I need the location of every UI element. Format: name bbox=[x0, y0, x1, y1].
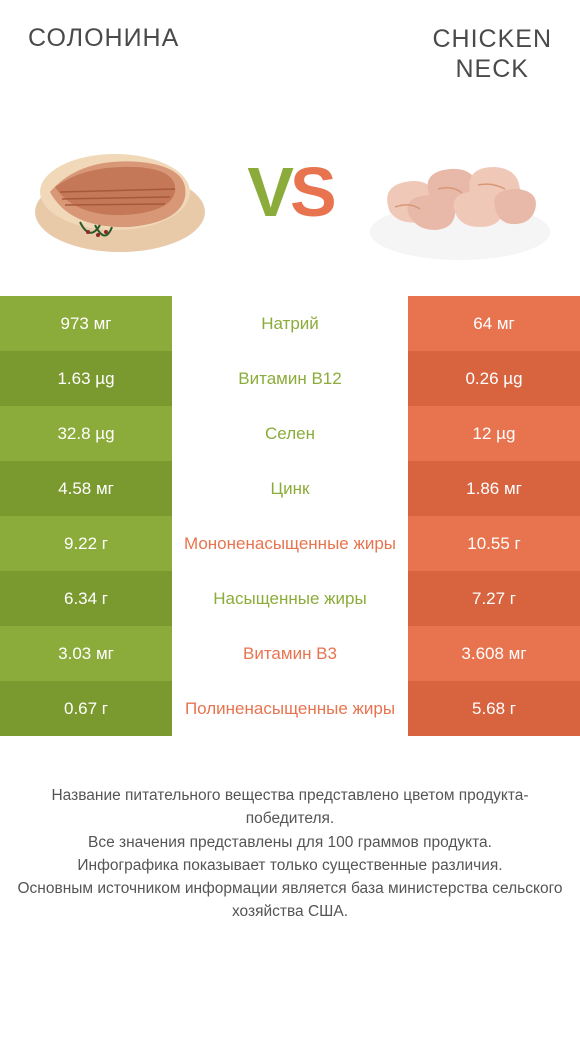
nutrient-label: Полиненасыщенные жиры bbox=[172, 681, 408, 736]
table-row: 973 мгНатрий64 мг bbox=[0, 296, 580, 351]
value-left: 1.63 µg bbox=[0, 351, 172, 406]
value-right: 12 µg bbox=[408, 406, 580, 461]
value-left: 6.34 г bbox=[0, 571, 172, 626]
value-left: 0.67 г bbox=[0, 681, 172, 736]
table-row: 6.34 гНасыщенные жиры7.27 г bbox=[0, 571, 580, 626]
table-row: 3.03 мгВитамин B33.608 мг bbox=[0, 626, 580, 681]
product-left-title: Солонина bbox=[28, 24, 179, 53]
nutrient-label: Насыщенные жиры bbox=[172, 571, 408, 626]
value-left: 4.58 мг bbox=[0, 461, 172, 516]
table-row: 1.63 µgВитамин B120.26 µg bbox=[0, 351, 580, 406]
corned-beef-icon bbox=[20, 117, 220, 267]
value-right: 7.27 г bbox=[408, 571, 580, 626]
header: Солонина CHICKEN NECK bbox=[0, 0, 580, 96]
vs-v: V bbox=[247, 153, 290, 231]
footer-line-2: Все значения представлены для 100 граммо… bbox=[12, 831, 568, 854]
table-row: 32.8 µgСелен12 µg bbox=[0, 406, 580, 461]
value-left: 973 мг bbox=[0, 296, 172, 351]
nutrient-label: Витамин B3 bbox=[172, 626, 408, 681]
table-row: 9.22 гМононенасыщенные жиры10.55 г bbox=[0, 516, 580, 571]
product-right-title-line2: NECK bbox=[456, 55, 529, 83]
product-right-title: CHICKEN NECK bbox=[432, 24, 552, 84]
value-left: 3.03 мг bbox=[0, 626, 172, 681]
value-right: 10.55 г bbox=[408, 516, 580, 571]
footer-line-4: Основным источником информации является … bbox=[12, 877, 568, 924]
value-right: 64 мг bbox=[408, 296, 580, 351]
product-right-image bbox=[360, 117, 560, 267]
footer-line-3: Инфографика показывает только существенн… bbox=[12, 854, 568, 877]
value-right: 3.608 мг bbox=[408, 626, 580, 681]
table-row: 4.58 мгЦинк1.86 мг bbox=[0, 461, 580, 516]
nutrient-label: Натрий bbox=[172, 296, 408, 351]
value-right: 0.26 µg bbox=[408, 351, 580, 406]
product-right-title-line1: CHICKEN bbox=[432, 25, 552, 53]
nutrient-label: Мононенасыщенные жиры bbox=[172, 516, 408, 571]
value-left: 32.8 µg bbox=[0, 406, 172, 461]
footer-line-1: Название питательного вещества представл… bbox=[12, 784, 568, 831]
value-right: 5.68 г bbox=[408, 681, 580, 736]
nutrient-label: Витамин B12 bbox=[172, 351, 408, 406]
nutrition-table: 973 мгНатрий64 мг1.63 µgВитамин B120.26 … bbox=[0, 296, 580, 736]
table-row: 0.67 гПолиненасыщенные жиры5.68 г bbox=[0, 681, 580, 736]
hero: VS bbox=[0, 96, 580, 296]
chicken-neck-icon bbox=[360, 117, 560, 267]
nutrient-label: Цинк bbox=[172, 461, 408, 516]
vs-label: VS bbox=[247, 152, 332, 232]
nutrient-label: Селен bbox=[172, 406, 408, 461]
value-left: 9.22 г bbox=[0, 516, 172, 571]
value-right: 1.86 мг bbox=[408, 461, 580, 516]
vs-s: S bbox=[290, 153, 333, 231]
footer-notes: Название питательного вещества представл… bbox=[0, 736, 580, 924]
product-left-image bbox=[20, 117, 220, 267]
